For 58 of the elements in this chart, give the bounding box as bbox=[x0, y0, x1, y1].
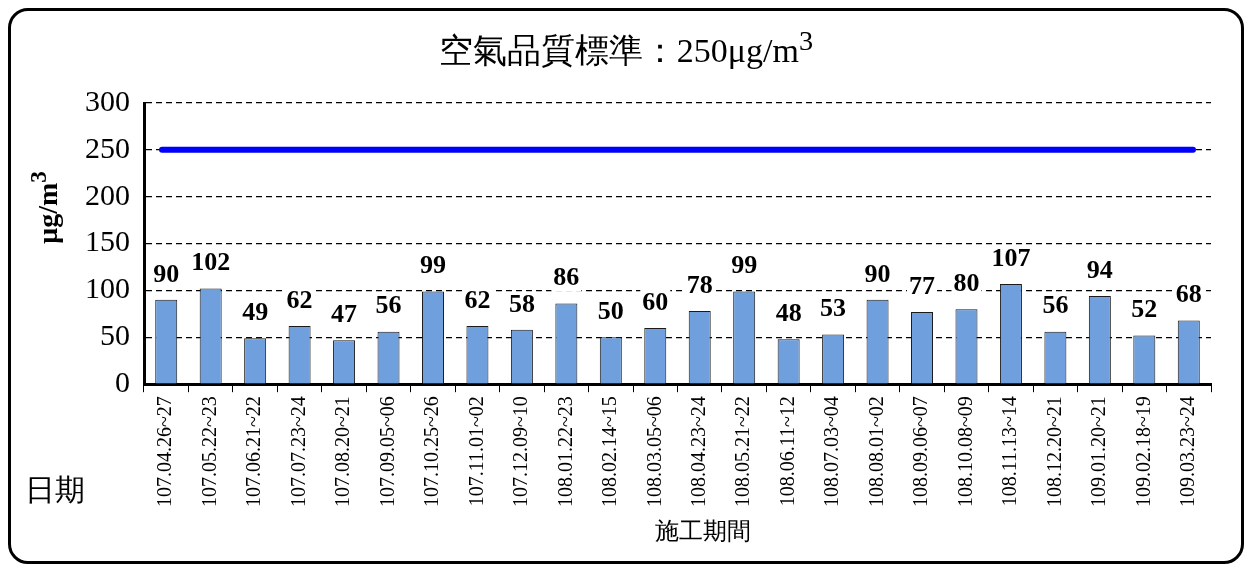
text: 日期 bbox=[25, 472, 85, 508]
x-tick-label: 107.11.01~02 bbox=[464, 396, 487, 507]
data-label: 50 bbox=[597, 296, 624, 326]
data-label: 58 bbox=[508, 288, 535, 318]
data-label: 107 bbox=[991, 242, 1031, 272]
data-label: 80 bbox=[953, 267, 980, 297]
data-label: 68 bbox=[1175, 279, 1202, 309]
x-tick-label: 107.04.26~27 bbox=[153, 396, 176, 508]
y-tick-label: 0 bbox=[115, 365, 130, 399]
data-label: 49 bbox=[242, 296, 269, 326]
x-tick-label: 109.03.23~24 bbox=[1176, 396, 1199, 508]
data-label: 62 bbox=[286, 284, 313, 314]
data-label: 78 bbox=[686, 269, 713, 299]
x-tick-label: 107.07.23~24 bbox=[286, 396, 309, 508]
x-tick-label: 108.08.01~02 bbox=[864, 396, 887, 508]
x-tick-label: 107.09.05~06 bbox=[375, 396, 398, 508]
x-tick-label: 108.11.13~14 bbox=[998, 396, 1021, 507]
x-tick-label: 107.05.22~23 bbox=[197, 396, 220, 508]
x-tick-label: 109.01.20~21 bbox=[1087, 396, 1110, 508]
data-label: 90 bbox=[153, 258, 180, 288]
y-tick-label: 150 bbox=[85, 224, 130, 258]
data-label: 102 bbox=[191, 247, 231, 277]
y-tick-label: 250 bbox=[85, 130, 130, 164]
data-label: 52 bbox=[1131, 294, 1158, 324]
x-tick-label: 107.06.21~22 bbox=[242, 396, 265, 508]
data-label: 77 bbox=[909, 270, 936, 300]
data-label: 94 bbox=[1086, 254, 1113, 284]
data-label: 48 bbox=[775, 297, 802, 327]
x-axis-title: 施工期間 bbox=[654, 517, 752, 546]
y-tick-label: 200 bbox=[85, 177, 130, 211]
x-tick-label: 108.02.14~15 bbox=[598, 396, 621, 508]
x-tick-label: 108.10.08~09 bbox=[953, 396, 976, 508]
x-tick-label: 107.12.09~10 bbox=[509, 396, 532, 508]
chart-title: 空氣品質標準：250μg/m$^{3}$ bbox=[437, 25, 815, 71]
x-tick-label: 108.05.21~22 bbox=[731, 396, 754, 508]
data-label: 62 bbox=[464, 284, 491, 314]
data-label: 60 bbox=[642, 286, 669, 316]
x-tick-label: 108.07.03~04 bbox=[820, 396, 843, 508]
data-label: 47 bbox=[331, 298, 358, 328]
x-tick-label: 108.01.22~23 bbox=[553, 396, 576, 508]
x-tick-label: 107.08.20~21 bbox=[331, 396, 354, 508]
data-label: 99 bbox=[419, 250, 446, 280]
data-label: 53 bbox=[820, 293, 847, 323]
y-tick-label: 100 bbox=[85, 271, 130, 305]
y-tick-label: 50 bbox=[100, 318, 130, 352]
x-tick-label: 108.04.23~24 bbox=[686, 396, 709, 508]
x-tick-label: 107.10.25~26 bbox=[420, 396, 443, 508]
x-tick-label: 108.06.11~12 bbox=[775, 396, 798, 507]
x-tick-label: 109.02.18~19 bbox=[1131, 396, 1154, 508]
data-label: 56 bbox=[375, 290, 402, 320]
data-label: 99 bbox=[731, 250, 758, 280]
x-tick-label: 108.03.05~06 bbox=[642, 396, 665, 508]
x-tick-label: 108.09.06~07 bbox=[909, 396, 932, 508]
data-label: 86 bbox=[553, 262, 580, 292]
data-label: 90 bbox=[864, 258, 891, 288]
x-tick-label: 108.12.20~21 bbox=[1042, 396, 1065, 508]
y-tick-label: 300 bbox=[85, 83, 130, 117]
data-label: 56 bbox=[1042, 290, 1069, 320]
